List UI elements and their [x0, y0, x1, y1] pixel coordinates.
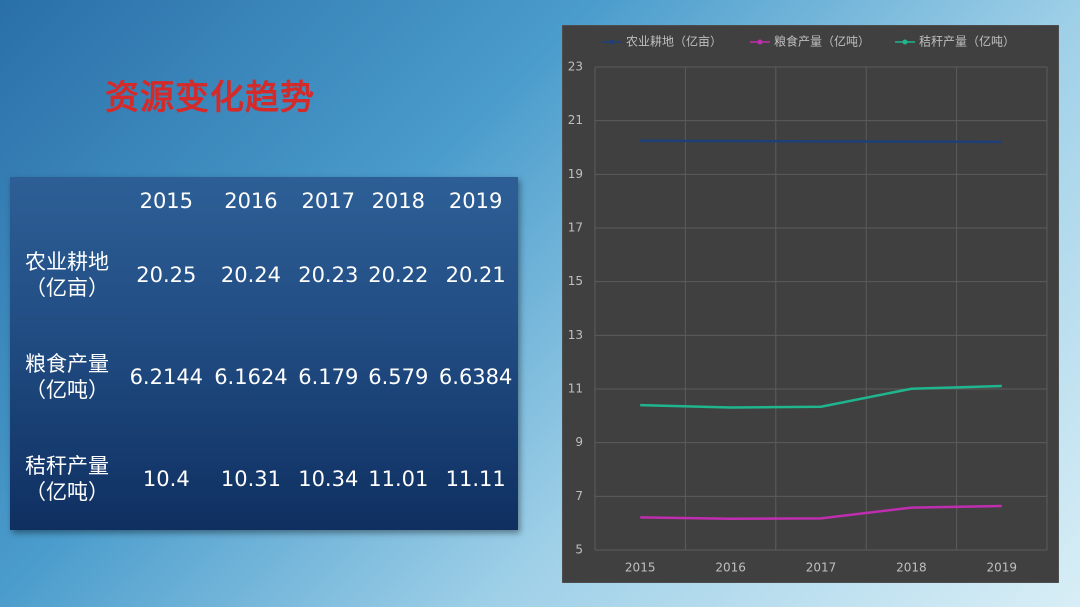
legend-marker — [757, 39, 763, 45]
table-row: 秸秆产量 （亿吨） 10.4 10.31 10.34 11.01 11.11 — [10, 428, 518, 530]
table-cell: 6.2144 — [129, 365, 204, 390]
slide-title: 资源变化趋势 — [105, 78, 315, 118]
data-table-panel: 2015 2016 2017 2018 2019 农业耕地 （亿亩） 20.25 20.24 20… — [10, 177, 518, 530]
y-tick-label: 13 — [568, 328, 583, 342]
table-cell: 11.01 — [368, 467, 429, 491]
chart: 5 7 9 11 13 15 17 19 21 23 2015 2016 2017 2018 2019 农业耕… — [562, 25, 1059, 583]
data-table: 2015 2016 2017 2018 2019 农业耕地 （亿亩） 20.25 20.24 20… — [10, 177, 518, 530]
row-label: 农业耕地 （亿亩） — [10, 224, 124, 326]
table-cell: 6.1624 — [214, 365, 288, 390]
column-header: 2016 — [224, 188, 278, 213]
table-cell: 20.25 — [136, 263, 197, 288]
table-cell: 6.6384 — [438, 365, 513, 390]
y-tick-label: 7 — [575, 489, 583, 503]
y-tick-label: 21 — [568, 113, 583, 127]
x-tick-label: 2017 — [806, 561, 837, 575]
y-tick-label: 23 — [568, 60, 583, 74]
row-label: 秸秆产量 （亿吨） — [10, 428, 124, 530]
x-tick-label: 2019 — [987, 561, 1018, 575]
table-cell: 20.24 — [220, 263, 281, 288]
series-line — [640, 384, 1002, 409]
series-line — [640, 504, 1002, 521]
legend-label: 农业耕地（亿亩） — [626, 34, 722, 49]
series-line — [640, 139, 1002, 144]
row-unit: （亿吨） — [25, 480, 109, 504]
column-header: 2015 — [139, 188, 194, 213]
corner-cell — [10, 177, 124, 224]
table-cell: 20.22 — [368, 263, 429, 288]
table-row: 粮食产量 （亿吨） 6.2144 6.1624 6.179 6.579 6.6384 — [10, 326, 518, 428]
column-header: 2018 — [371, 188, 426, 213]
x-tick-label: 2018 — [896, 561, 927, 575]
header-row: 2015 2016 2017 2018 2019 — [10, 177, 518, 224]
row-name: 秸秆产量 — [25, 454, 109, 478]
row-unit: （亿亩） — [25, 276, 109, 301]
x-tick-label: 2016 — [715, 561, 746, 575]
row-label: 粮食产量 （亿吨） — [10, 326, 124, 428]
table-cell: 10.34 — [298, 467, 359, 491]
x-tick-label: 2015 — [625, 561, 656, 575]
table-row: 农业耕地 （亿亩） 20.25 20.24 20.23 20.22 20.21 — [10, 224, 518, 326]
y-tick-label: 17 — [568, 221, 583, 235]
table-cell: 6.179 — [298, 365, 359, 390]
column-header: 2019 — [448, 188, 503, 213]
y-tick-label: 9 — [575, 435, 583, 449]
table-cell: 10.31 — [220, 467, 281, 491]
y-tick-label: 15 — [568, 274, 583, 288]
table-cell: 6.579 — [368, 365, 429, 390]
chart-background — [562, 25, 1059, 583]
y-tick-label: 5 — [575, 543, 583, 557]
table-cell: 20.21 — [445, 263, 506, 288]
table-cell: 20.23 — [298, 263, 359, 288]
column-header: 2017 — [301, 188, 355, 213]
legend-marker — [902, 39, 908, 45]
y-tick-label: 19 — [568, 167, 583, 181]
row-unit: （亿吨） — [25, 378, 109, 403]
legend-marker — [609, 39, 615, 45]
table-cell: 10.4 — [142, 467, 190, 491]
table-cell: 11.11 — [445, 467, 506, 491]
row-name: 粮食产量 — [25, 352, 109, 377]
y-tick-label: 11 — [568, 382, 583, 396]
row-name: 农业耕地 — [25, 250, 109, 275]
legend-label: 秸秆产量（亿吨） — [919, 34, 1015, 49]
legend-label: 粮食产量（亿吨） — [774, 34, 870, 49]
